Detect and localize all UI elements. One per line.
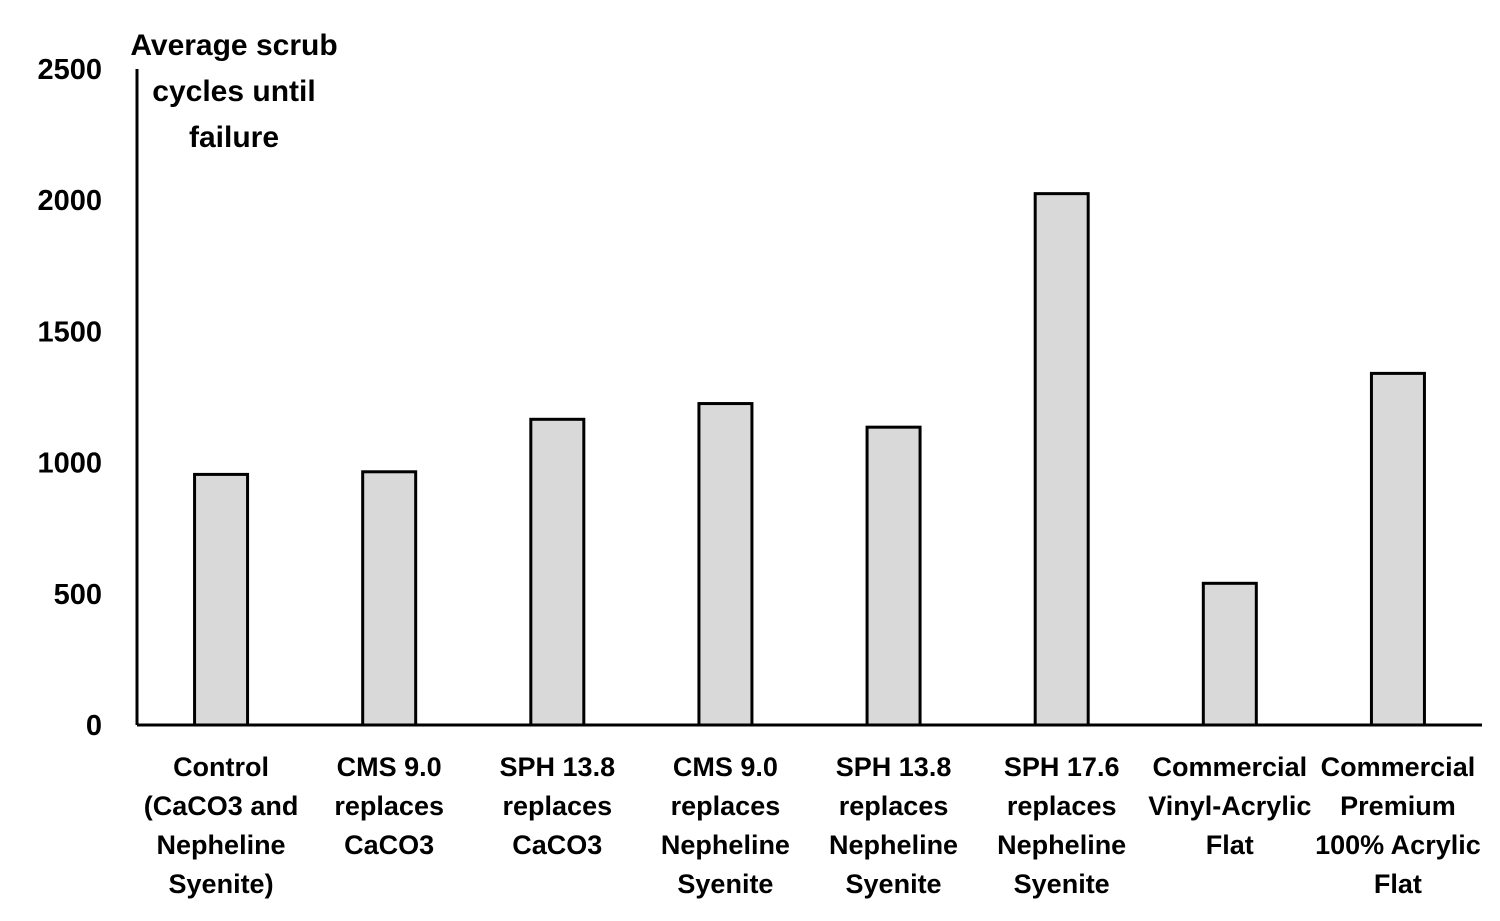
y-tick-label: 1000 [37,448,102,480]
x-category-label-line: Nepheline [829,830,958,860]
x-category-label-line: Commercial [1321,752,1476,782]
y-axis-title: Average scrub cycles until failure [130,29,337,154]
x-axis-categories: Control (CaCO3 and Nepheline Syenite) CMS 9.… [144,752,1481,899]
x-category-label-line: Flat [1374,869,1422,899]
bars [193,192,1426,727]
x-category-label-line: Vinyl-Acrylic [1148,791,1311,821]
y-tick-label: 1500 [37,316,102,348]
x-category-label-line: Commercial [1153,752,1308,782]
x-category-label: Commercial Premium 100% Acrylic Flat [1315,752,1481,899]
y-axis-title-line: failure [189,121,279,154]
x-category-label-line: replaces [334,791,444,821]
x-category-label-line: 100% Acrylic [1315,830,1481,860]
x-category-label-line: CMS 9.0 [337,752,442,782]
x-category-label-line: SPH 13.8 [500,752,616,782]
x-category-label-line: Syenite [1014,869,1110,899]
x-category-label: SPH 17.6 replaces Nepheline Syenite [997,752,1126,899]
y-tick-label: 0 [86,710,102,742]
x-category-label-line: Nepheline [997,830,1126,860]
x-category-label-line: SPH 17.6 [1004,752,1120,782]
y-tick-label: 2000 [37,185,102,217]
x-category-label: CMS 9.0 replaces CaCO3 [334,752,444,860]
x-category-label: SPH 13.8 replaces Nepheline Syenite [829,752,958,899]
x-category-label-line: Flat [1206,830,1254,860]
bar [1033,192,1090,727]
bar [697,402,754,727]
x-category-label-line: Syenite) [169,869,274,899]
y-axis-ticks: 0 500 1000 1500 2000 2500 [37,54,102,742]
x-category-label-line: Nepheline [157,830,286,860]
x-category-label-line: replaces [1007,791,1117,821]
x-category-label-line: (CaCO3 and [144,791,299,821]
x-category-label-line: replaces [503,791,613,821]
x-category-label-line: SPH 13.8 [836,752,952,782]
bar [193,472,250,727]
x-category-label-line: replaces [839,791,949,821]
y-axis-title-line: Average scrub [130,29,337,62]
x-category-label-line: Nepheline [661,830,790,860]
x-category-label: Commercial Vinyl-Acrylic Flat [1148,752,1311,860]
y-tick-label: 2500 [37,54,102,86]
x-category-label-line: Syenite [846,869,942,899]
bar [1369,371,1426,727]
x-category-label-line: Premium [1340,791,1456,821]
x-category-label-line: Syenite [677,869,773,899]
x-category-label-line: Control [173,752,269,782]
y-tick-label: 500 [54,579,102,611]
x-category-label: CMS 9.0 replaces Nepheline Syenite [661,752,790,899]
bar [361,470,418,727]
x-category-label: Control (CaCO3 and Nepheline Syenite) [144,752,299,899]
x-category-label-line: CMS 9.0 [673,752,778,782]
y-axis-title-line: cycles until [152,75,315,108]
x-category-label-line: replaces [671,791,781,821]
x-category-label-line: CaCO3 [344,830,434,860]
bar [1201,581,1258,727]
x-category-label-line: CaCO3 [512,830,602,860]
bar [865,425,922,727]
x-category-label: SPH 13.8 replaces CaCO3 [500,752,616,860]
bar [529,417,586,727]
